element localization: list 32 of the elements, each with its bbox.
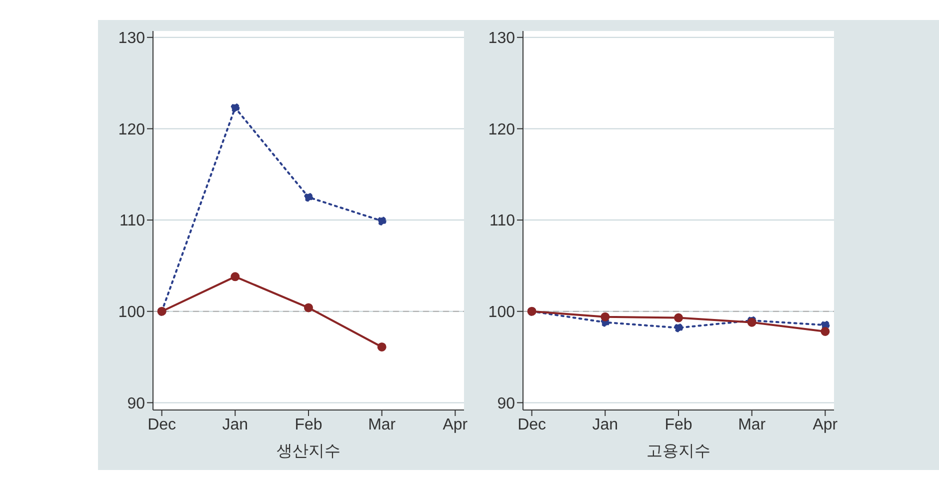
y-tick-label: 120: [488, 121, 516, 138]
point: [304, 192, 313, 202]
x-axis-title: 생산지수: [276, 443, 340, 460]
x-tick-label: Apr: [812, 416, 838, 434]
y-tick-label: 90: [127, 395, 146, 412]
point: [674, 323, 683, 332]
x-tick-label: Dec: [148, 416, 176, 434]
x-tick-label: Jan: [222, 416, 248, 434]
x-tick-label: Apr: [442, 416, 468, 434]
point: [377, 342, 386, 352]
y-tick-label: 100: [488, 304, 516, 322]
y-tick-label: 130: [118, 30, 146, 48]
y-tick-label: 130: [488, 30, 516, 48]
x-tick-label: Dec: [518, 416, 546, 434]
x-tick-label: Feb: [664, 416, 692, 434]
point: [674, 313, 683, 322]
y-tick-label: 90: [497, 395, 516, 412]
x-axis-title: 고용지수: [646, 443, 710, 460]
y-tick-label: 100: [118, 304, 146, 322]
y-tick-label: 110: [489, 212, 516, 230]
point: [230, 272, 240, 282]
y-tick-label: 120: [118, 121, 146, 138]
point: [820, 326, 830, 336]
x-tick-label: Mar: [738, 416, 766, 434]
x-tick-label: Feb: [294, 416, 322, 434]
x-tick-label: Mar: [368, 416, 396, 434]
point: [377, 216, 386, 226]
x-tick-label: Jan: [592, 416, 618, 434]
y-tick-label: 110: [119, 212, 146, 230]
point: [230, 103, 240, 112]
point: [600, 312, 610, 322]
point: [304, 303, 313, 312]
